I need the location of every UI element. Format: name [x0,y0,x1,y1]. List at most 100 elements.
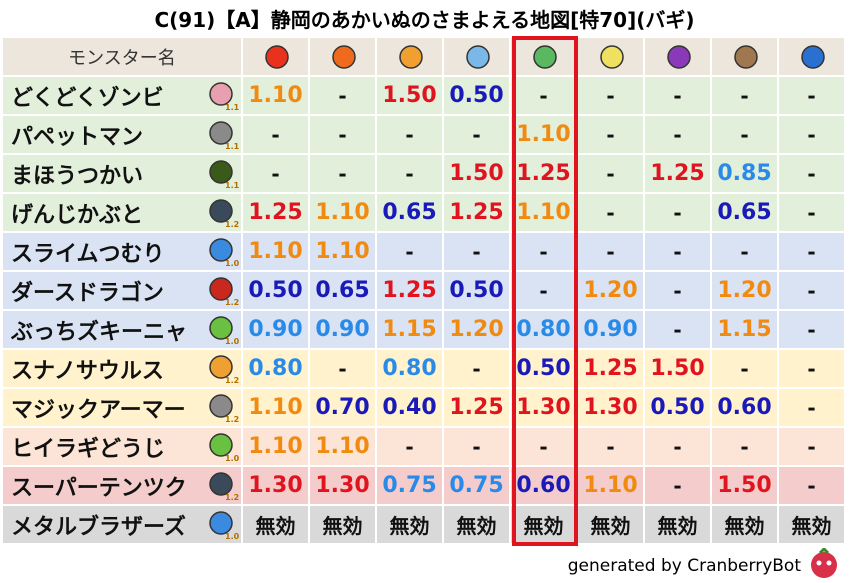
monster-name: パペットマン [3,116,243,155]
value-cell: - [779,77,846,116]
value-cell: 1.30 [511,389,578,428]
monster-name: スライムつむり [3,233,243,272]
value-cell: 0.60 [511,467,578,506]
value-cell: - [310,77,377,116]
value-cell: 0.90 [310,311,377,350]
value-cell: 1.10 [310,194,377,233]
value-cell: 1.50 [377,77,444,116]
value-cell: 1.10 [243,389,310,428]
value-cell: - [712,428,779,467]
monster-level: 1.0 [225,532,240,541]
monster-name: マジックアーマー [3,389,243,428]
value-cell: 無効 [645,506,712,545]
monster-level: 1.2 [225,220,240,229]
highlight-box [512,36,578,546]
value-cell: - [645,233,712,272]
value-cell: - [712,350,779,389]
value-cell: 1.20 [712,272,779,311]
value-cell: 0.65 [377,194,444,233]
value-cell: 0.80 [511,311,578,350]
value-cell: - [779,116,846,155]
value-cell: - [779,155,846,194]
value-cell: - [578,116,645,155]
value-cell: - [645,194,712,233]
element-icon [465,45,490,69]
value-cell: - [779,389,846,428]
value-cell: - [712,116,779,155]
value-cell: 1.25 [511,155,578,194]
value-cell: - [645,77,712,116]
value-cell: 1.15 [377,311,444,350]
value-cell: 1.50 [712,467,779,506]
monster-icon [209,316,233,340]
value-cell: 無効 [377,506,444,545]
monster-icon [209,355,233,379]
monster-level: 1.0 [225,337,240,346]
value-cell: 無効 [243,506,310,545]
value-cell: - [712,77,779,116]
monster-level: 1.1 [225,181,240,190]
value-cell: - [645,272,712,311]
value-cell: 0.80 [377,350,444,389]
value-cell: - [511,77,578,116]
monster-level: 1.2 [225,298,240,307]
value-cell: - [645,116,712,155]
value-cell: 1.10 [243,233,310,272]
value-cell: 1.30 [578,389,645,428]
value-cell: - [243,116,310,155]
monster-level: 1.0 [225,454,240,463]
value-cell: 1.30 [310,467,377,506]
value-cell: - [645,428,712,467]
value-cell: - [310,116,377,155]
value-cell: - [377,116,444,155]
monster-level: 1.2 [225,415,240,424]
value-cell: 0.65 [712,194,779,233]
monster-level: 1.0 [225,259,240,268]
value-cell: 1.10 [310,428,377,467]
monster-icon [209,394,233,418]
value-cell: - [444,233,511,272]
monster-level: 1.1 [225,142,240,151]
value-cell: 1.10 [578,467,645,506]
monster-icon [209,199,233,223]
bot-icon [811,548,837,578]
value-cell: 0.60 [712,389,779,428]
monster-name: メタルブラザーズ [3,506,243,545]
value-cell: - [377,155,444,194]
monster-name: ヒイラギどうじ [3,428,243,467]
value-cell: 0.65 [310,272,377,311]
element-icon [599,45,624,69]
value-cell: - [779,428,846,467]
value-cell: 0.50 [444,272,511,311]
value-cell: - [779,272,846,311]
element-icon [733,45,758,69]
value-cell: - [578,77,645,116]
monster-icon [209,277,233,301]
value-cell: 1.25 [645,155,712,194]
monster-name: スーパーテンツク [3,467,243,506]
monster-name: げんじかぶと [3,194,243,233]
value-cell: 無効 [578,506,645,545]
value-cell: 0.75 [377,467,444,506]
value-cell: 1.20 [444,311,511,350]
footer: generated by CranberryBot [567,556,801,576]
monster-icon [209,82,233,106]
value-cell: 1.50 [444,155,511,194]
value-cell: 1.10 [243,77,310,116]
value-cell: - [645,467,712,506]
value-cell: 1.50 [645,350,712,389]
value-cell: - [377,233,444,272]
value-cell: - [779,350,846,389]
value-cell: 無効 [310,506,377,545]
value-cell: 無効 [444,506,511,545]
value-cell: 1.25 [377,272,444,311]
value-cell: 1.10 [243,428,310,467]
monster-level: 1.2 [225,493,240,502]
value-cell: - [310,350,377,389]
value-cell: 1.25 [444,389,511,428]
value-cell: 0.90 [243,311,310,350]
value-cell: - [578,194,645,233]
value-cell: 無効 [712,506,779,545]
value-cell: - [779,467,846,506]
